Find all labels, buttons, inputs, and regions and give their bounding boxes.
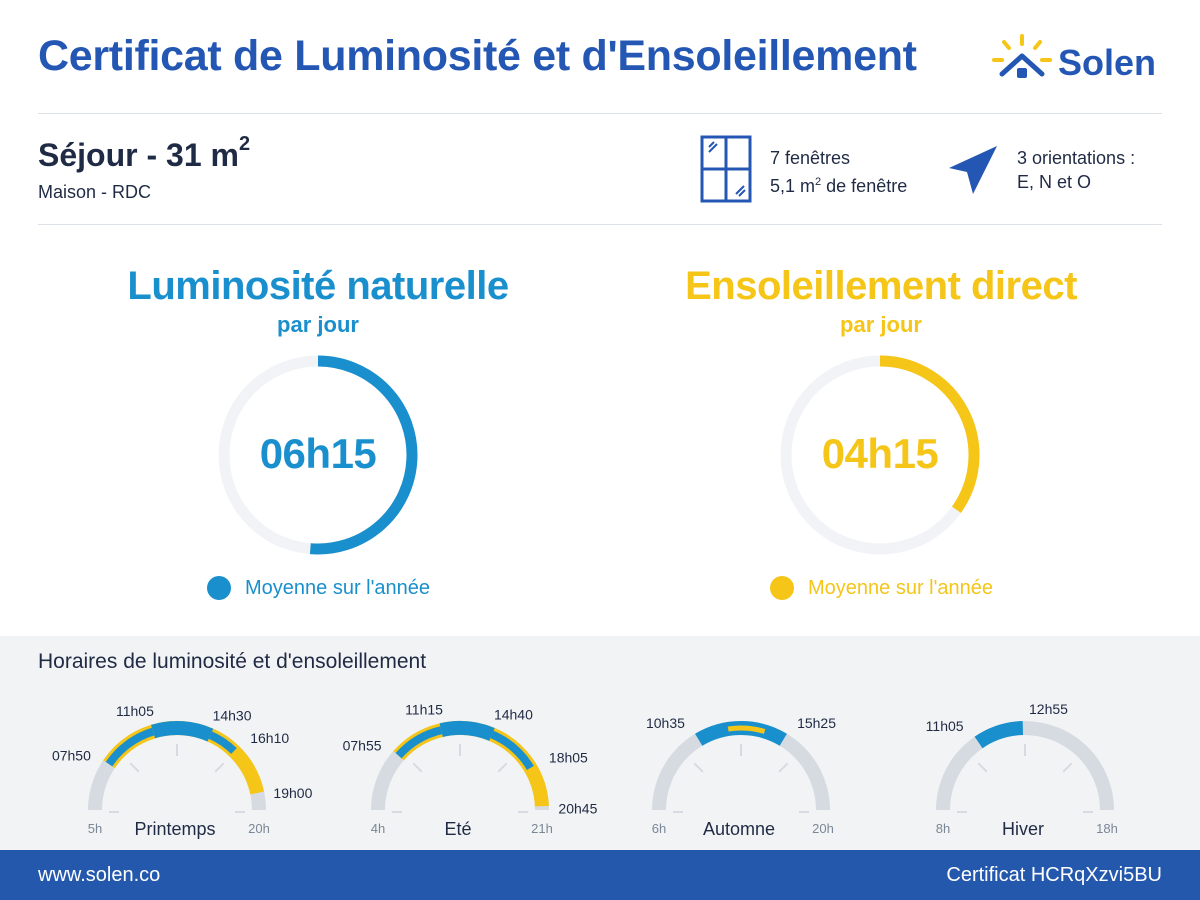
gauge-light-start-label: 11h05	[926, 718, 964, 734]
gauge-season-name: Automne	[703, 819, 775, 839]
luminosity-title: Luminosité naturelle	[127, 264, 509, 308]
legend-dot	[770, 576, 794, 600]
gauge-tick	[1062, 762, 1073, 773]
gauge-light-end-label: 12h55	[1029, 701, 1068, 717]
sunshine-subtitle: par jour	[840, 312, 922, 337]
gauge-start-hour-label: 8h	[936, 821, 950, 836]
luminosity-ring-arc	[309, 355, 418, 555]
luminosity-legend: Moyenne sur l'année	[207, 576, 430, 600]
gauge-light-start-label: 11h05	[116, 703, 154, 719]
navigation-arrow-icon	[949, 146, 997, 194]
gauge-season-name: Printemps	[134, 819, 215, 839]
gauge-tick	[497, 762, 508, 773]
gauge-start-hour-label: 6h	[652, 821, 666, 836]
sunshine-title: Ensoleillement direct	[685, 264, 1077, 308]
website-link[interactable]: www.solen.co	[38, 864, 161, 886]
room-name: Séjour - 31 m2	[38, 133, 251, 173]
windows-info: 7 fenêtres 5,1 m2 de fenêtre	[770, 146, 907, 198]
sunshine-ring	[780, 355, 980, 555]
sunshine-legend-label: Moyenne sur l'année	[808, 576, 994, 599]
gauge-sun-start-label: 07h50	[52, 747, 91, 763]
gauge-light-arc	[208, 731, 237, 754]
gauge-start-hour-label: 4h	[371, 821, 385, 836]
gauge-season-name: Eté	[444, 819, 471, 839]
gauge-tick	[129, 762, 140, 773]
gauge-tick	[214, 762, 225, 773]
windows-count: 7 fenêtres	[770, 148, 851, 168]
gauge-tick	[693, 762, 704, 773]
season-gauges: 07h50 11h05 14h30 16h10 19h00 5h 20h Printemps 0…	[52, 701, 1118, 839]
orientations-count: 3 orientations :	[1017, 148, 1136, 168]
window-icon	[700, 135, 752, 203]
brand-name: Solen	[1058, 42, 1157, 83]
schedule-section	[0, 636, 1200, 850]
gauge-end-hour-label: 18h	[1096, 821, 1118, 836]
footer: www.solen.co Certificat HCRqXzvi5BU	[0, 850, 1200, 900]
gauge-light-end2-label: 16h10	[250, 730, 289, 746]
gauge-track	[371, 721, 549, 811]
schedule-title: Horaires de luminosité et d'ensoleilleme…	[38, 650, 427, 673]
sun-house-logo-icon	[992, 34, 1052, 78]
gauge-light-end-label: 14h30	[213, 707, 252, 723]
gauge-light-arc	[105, 727, 155, 767]
brand-logo[interactable]: Solen	[990, 30, 1170, 90]
gauge-light-start-label: 11h15	[405, 702, 443, 718]
gauge-sunshine-arc	[727, 725, 766, 734]
legend-dot	[207, 576, 231, 600]
gauge-light-arc	[150, 721, 214, 742]
gauge-light-end2-label: 18h05	[549, 750, 588, 766]
gauge-start-hour-label: 5h	[88, 821, 102, 836]
luminosity-subtitle: par jour	[277, 312, 359, 337]
certificate-id: Certificat HCRqXzvi5BU	[946, 864, 1162, 886]
gauge-light-end-label: 14h40	[494, 707, 533, 723]
gauge-light-arc	[490, 730, 534, 771]
windows-area: 5,1 m2 de fenêtre	[770, 176, 908, 196]
gauge-tick	[778, 762, 789, 773]
luminosity-value: 06h15	[259, 430, 377, 477]
gauge-light-start-label: 10h35	[646, 715, 685, 731]
page-title: Certificat de Luminosité et d'Ensoleille…	[38, 32, 917, 80]
luminosity-ring	[218, 355, 418, 555]
gauge-end-hour-label: 21h	[531, 821, 553, 836]
gauge-track	[936, 721, 1114, 811]
divider	[38, 224, 1162, 225]
room-subtitle: Maison - RDC	[38, 182, 152, 202]
luminosity-legend-label: Moyenne sur l'année	[245, 576, 431, 599]
orientations-info: 3 orientations : E, N et O	[1017, 146, 1135, 194]
gauge-sun-start-label: 07h55	[343, 737, 382, 753]
gauge-season-name: Hiver	[1002, 819, 1044, 839]
gauge-light-arc	[395, 726, 443, 759]
sunshine-value: 04h15	[821, 430, 939, 477]
sunshine-ring-arc	[879, 355, 980, 513]
gauge-tick	[977, 762, 988, 773]
gauge-sun-end-label: 20h45	[558, 801, 597, 817]
gauge-tick	[412, 762, 423, 773]
gauge-light-arc	[974, 721, 1024, 749]
gauge-track	[88, 721, 266, 811]
gauge-end-hour-label: 20h	[248, 821, 270, 836]
divider	[38, 113, 1162, 114]
gauge-light-arc	[439, 721, 495, 742]
gauge-sun-end-label: 19h00	[273, 785, 312, 801]
gauge-end-hour-label: 20h	[812, 821, 834, 836]
gauge-light-end-label: 15h25	[797, 715, 836, 731]
orientations-list: E, N et O	[1017, 172, 1092, 192]
gauge-track	[652, 721, 830, 811]
sunshine-legend: Moyenne sur l'année	[770, 576, 993, 600]
